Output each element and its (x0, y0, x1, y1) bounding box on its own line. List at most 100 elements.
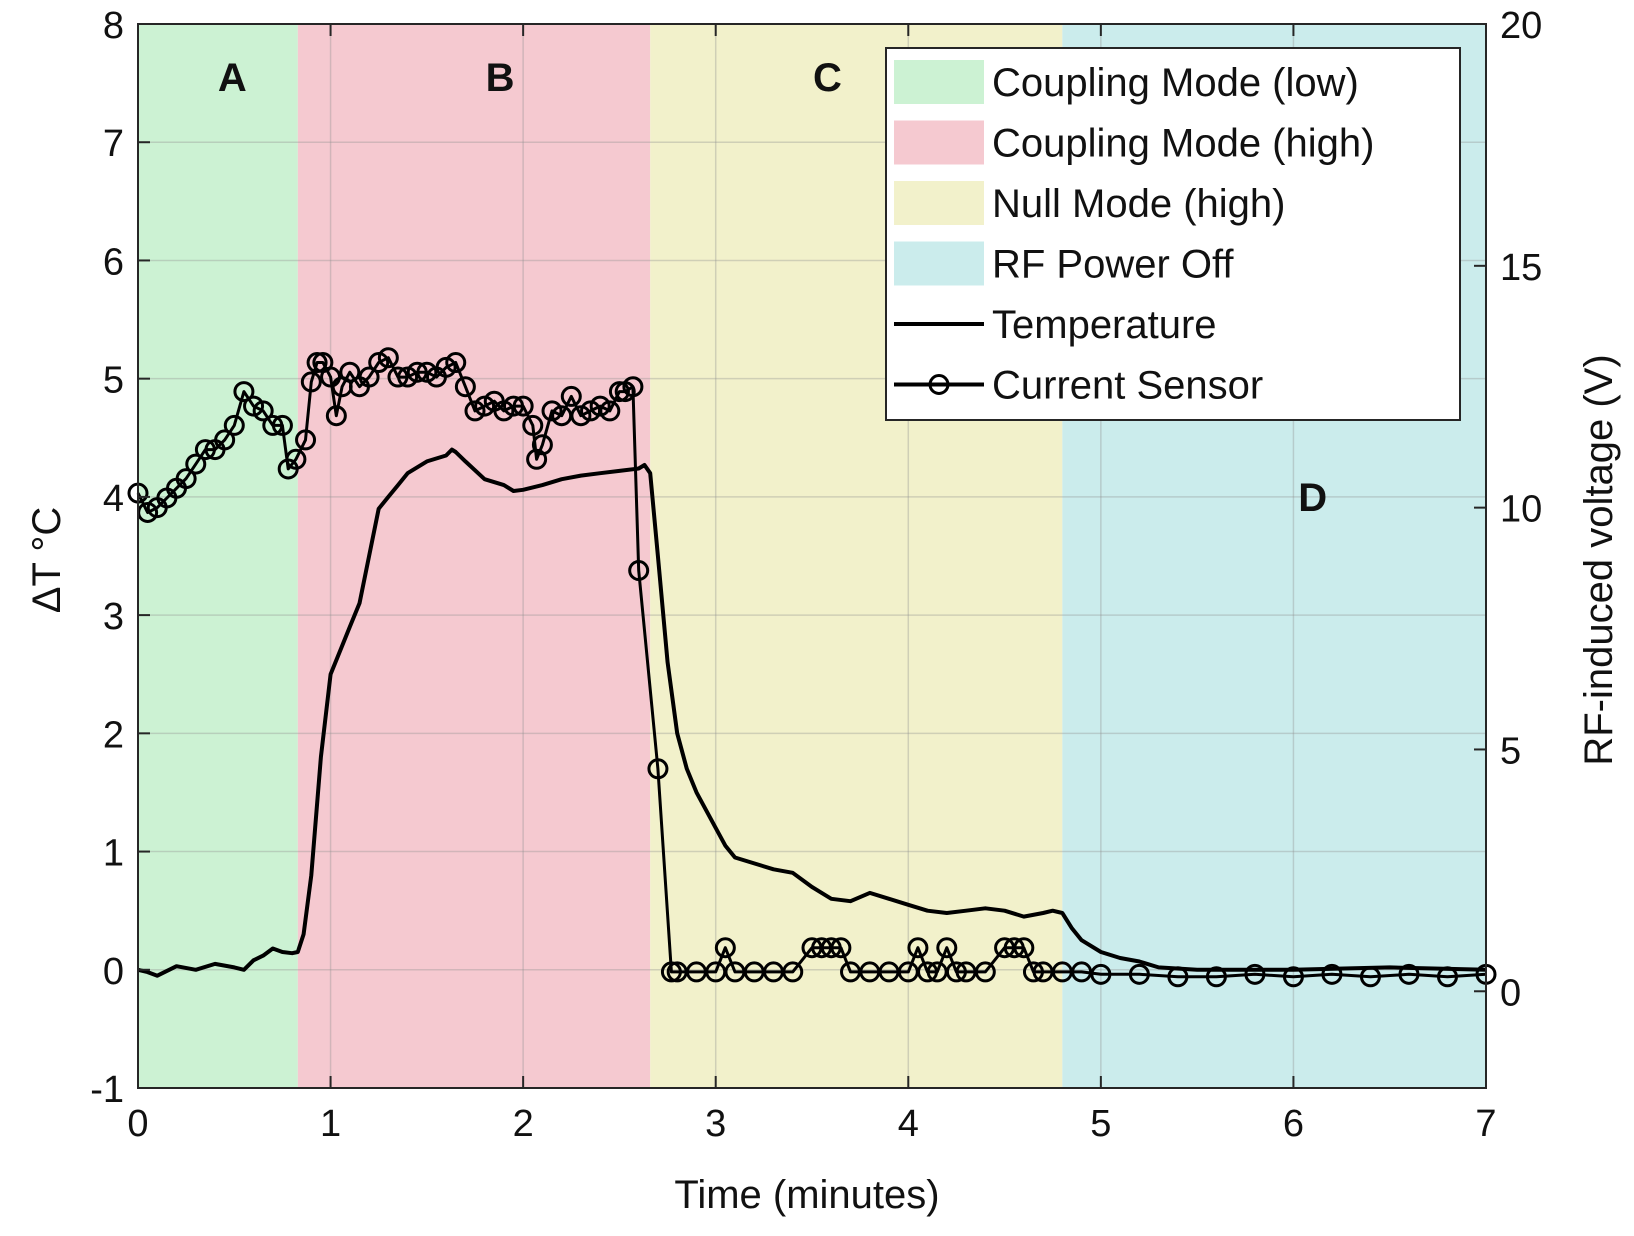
y-left-tick-label: 0 (103, 951, 124, 993)
y-right-tick-label: 15 (1500, 247, 1542, 289)
x-tick-label: 7 (1475, 1103, 1496, 1145)
x-tick-label: 1 (320, 1103, 341, 1145)
region-b-band (297, 24, 651, 1088)
current-sensor-point (358, 366, 380, 388)
y-right-tick-label: 20 (1500, 5, 1542, 47)
current-sensor-point (1071, 961, 1093, 983)
current-sensor-point (917, 961, 939, 983)
current-sensor-point (1022, 961, 1044, 983)
current-sensor-point (233, 381, 255, 403)
current-sensor-point (387, 366, 409, 388)
current-sensor-point (945, 961, 967, 983)
x-tick-label: 6 (1283, 1103, 1304, 1145)
current-sensor-point (262, 414, 284, 436)
current-sensor-point (1321, 963, 1343, 985)
legend-label: Null Mode (high) (992, 182, 1285, 226)
current-sensor-point (560, 385, 582, 407)
legend-swatch (894, 120, 984, 165)
current-sensor-point (503, 395, 525, 417)
y-right-tick-label: 10 (1500, 489, 1542, 531)
current-sensor-point (1205, 966, 1227, 988)
y-left-tick-label: 6 (103, 241, 124, 283)
current-sensor-point (1398, 963, 1420, 985)
current-sensor-point (622, 376, 644, 398)
y-left-tick-label: 4 (103, 478, 124, 520)
current-sensor-point (300, 371, 322, 393)
current-sensor-point (974, 961, 996, 983)
legend-label: Coupling Mode (low) (992, 61, 1359, 105)
y-left-tick-label: 8 (103, 5, 124, 47)
current-sensor-point (285, 448, 307, 470)
legend-label: Temperature (992, 303, 1217, 347)
current-sensor-point (599, 400, 621, 422)
current-sensor-point (1244, 963, 1266, 985)
current-sensor-point (295, 429, 317, 451)
current-sensor-point (531, 434, 553, 456)
region-label-a: A (218, 56, 247, 100)
y-left-tick-label: 3 (103, 596, 124, 638)
current-sensor-point (252, 400, 274, 422)
current-sensor-point (936, 937, 958, 959)
current-sensor-point (820, 937, 842, 959)
x-tick-label: 3 (705, 1103, 726, 1145)
plot-border (137, 23, 1487, 1089)
current-sensor-point (522, 414, 544, 436)
current-sensor-point (1167, 966, 1189, 988)
region-label-b: B (486, 56, 515, 100)
current-sensor-point (1003, 937, 1025, 959)
region-a-band (138, 24, 298, 1088)
current-sensor-point (1359, 966, 1381, 988)
current-sensor-point (185, 453, 207, 475)
legend-label: Coupling Mode (high) (992, 122, 1374, 166)
x-tick-label: 0 (127, 1103, 148, 1145)
current-sensor-point (660, 961, 682, 983)
region-labels: A B C D (218, 56, 1327, 520)
region-label-c: C (813, 56, 842, 100)
current-sensor-point (377, 347, 399, 369)
current-sensor-point (830, 937, 852, 959)
legend-swatch (894, 241, 984, 286)
current-sensor-point (714, 937, 736, 959)
y-right-tick-label: 0 (1500, 972, 1521, 1014)
current-sensor-point (175, 468, 197, 490)
x-tick-label: 2 (513, 1103, 534, 1145)
legend-swatch (894, 60, 984, 104)
temperature-line (137, 447, 1487, 978)
y-axis-left-label: ΔT °C (25, 507, 69, 613)
current-sensor-point (339, 361, 361, 383)
region-label-d: D (1298, 476, 1327, 520)
x-tick-label: 5 (1090, 1103, 1111, 1145)
current-sensor-point (1090, 963, 1112, 985)
current-sensor-point (1013, 937, 1035, 959)
current-sensor-point (325, 405, 347, 427)
current-sensor-point (194, 439, 216, 461)
current-sensor-point (608, 381, 630, 403)
legend-label: RF Power Off (992, 243, 1234, 287)
legend: Coupling Mode (low) Coupling Mode (high) N… (885, 47, 1461, 421)
current-sensor-point (454, 376, 476, 398)
current-sensor-point (1282, 966, 1304, 988)
series-lines (127, 347, 1497, 988)
current-sensor-point (512, 395, 534, 417)
y-left-tick-label: -1 (90, 1069, 124, 1111)
current-sensor-point (223, 414, 245, 436)
legend-swatch (894, 181, 984, 225)
current-sensor-point (306, 352, 328, 374)
current-sensor-point (1436, 966, 1458, 988)
current-sensor-point (406, 361, 428, 383)
current-sensor-point (782, 961, 804, 983)
y-left-tick-label: 1 (103, 833, 124, 875)
y-left-tick-label: 7 (103, 123, 124, 165)
y-left-tick-label: 2 (103, 714, 124, 756)
y-right-tick-label: 5 (1500, 730, 1521, 772)
current-sensor-point (445, 352, 467, 374)
x-axis-label: Time (minutes) (674, 1173, 939, 1217)
current-sensor-point (271, 414, 293, 436)
current-sensor-point (907, 937, 929, 959)
current-sensor-point (1128, 963, 1150, 985)
current-sensor-point (647, 758, 669, 780)
y-axis-right-label: RF-induced voltage (V) (1577, 354, 1621, 765)
current-sensor-point (214, 429, 236, 451)
